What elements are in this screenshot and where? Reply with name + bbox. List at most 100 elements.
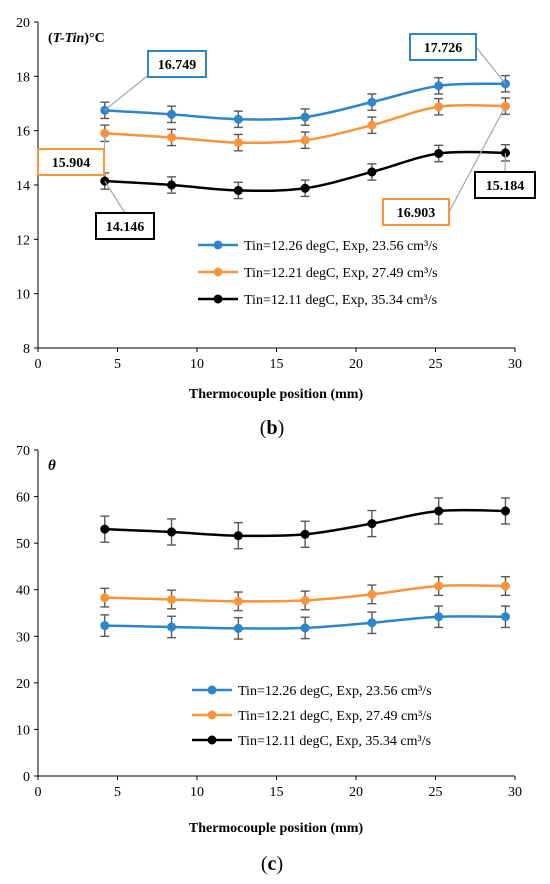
data-point	[434, 612, 444, 622]
panel-b-plot-area	[38, 22, 515, 348]
data-point	[167, 132, 177, 143]
panel-c-axes: 0 10 20 30 40 50 60 70 0 5 10 15 20 25 30	[16, 444, 522, 800]
data-point	[434, 81, 444, 91]
x-tick-label: 20	[349, 785, 363, 800]
data-point	[367, 618, 377, 628]
x-tick-label: 15	[270, 357, 284, 372]
y-tick-label: 10	[16, 288, 30, 303]
series-3	[100, 497, 511, 550]
y-tick-label: 10	[16, 723, 30, 738]
panel-b-legend: Tin=12.26 degC, Exp, 23.56 cm³/s Tin=12.2…	[198, 239, 438, 308]
series-2	[100, 575, 511, 612]
legend-swatch-marker	[213, 267, 223, 277]
legend-label: Tin=12.11 degC, Exp, 35.34 cm³/s	[238, 734, 431, 749]
x-tick-label: 0	[35, 357, 42, 372]
data-point	[300, 135, 310, 145]
series-3	[100, 143, 511, 200]
panel-b-xlabel: Thermocouple position (mm)	[189, 387, 364, 402]
panel-b-label: (b)	[260, 417, 284, 439]
legend-swatch-marker	[207, 710, 217, 720]
legend-label: Tin=12.21 degC, Exp, 27.49 cm³/s	[238, 709, 432, 724]
y-tick-label: 14	[16, 179, 30, 194]
x-tick-label: 0	[35, 785, 42, 800]
data-point	[233, 623, 243, 633]
data-point	[233, 531, 243, 541]
data-point	[100, 621, 110, 631]
panel-c-label: (c)	[261, 853, 283, 875]
callout-value: 15.904	[52, 156, 91, 171]
data-point	[233, 114, 243, 124]
data-point	[367, 589, 377, 599]
data-point	[300, 112, 310, 122]
legend-label: Tin=12.26 degC, Exp, 23.56 cm³/s	[244, 239, 438, 254]
data-point	[233, 185, 243, 195]
data-point	[300, 623, 310, 633]
callout-box	[382, 198, 450, 226]
data-point	[300, 529, 310, 539]
callout-value: 16.749	[158, 58, 197, 73]
callout-box	[95, 212, 155, 240]
x-tick-label: 20	[349, 357, 363, 372]
data-point	[500, 101, 511, 111]
y-tick-label: 0	[23, 770, 30, 785]
data-point	[100, 593, 110, 603]
callout-value: 14.146	[106, 220, 145, 235]
data-point	[233, 596, 243, 606]
y-tick-label: 70	[16, 444, 30, 459]
panel-c-legend: Tin=12.26 degC, Exp, 23.56 cm³/s Tin=12.2…	[192, 684, 432, 749]
panel-b: 8 10 12 14 16 18 20 0 5 10 15 20 25 30 16.749 17.726 15…	[16, 16, 536, 439]
data-point	[367, 97, 377, 107]
y-tick-label: 18	[16, 70, 30, 85]
panel-b-callouts: 16.749 17.726 15.904 16.903 14.146 15.184	[37, 33, 536, 240]
callout-box	[474, 171, 536, 199]
data-point	[434, 506, 444, 516]
data-point	[500, 506, 511, 516]
y-tick-label: 60	[16, 491, 30, 506]
legend-label: Tin=12.26 degC, Exp, 23.56 cm³/s	[238, 684, 432, 699]
y-tick-label: 16	[16, 125, 30, 140]
data-point	[367, 120, 377, 130]
legend-swatch-marker	[213, 240, 223, 250]
callout-leader-line	[475, 46, 506, 85]
x-tick-label: 5	[114, 357, 121, 372]
data-point	[367, 519, 377, 529]
panel-b-axes: 8 10 12 14 16 18 20 0 5 10 15 20 25 30	[16, 16, 522, 372]
data-point	[233, 138, 243, 148]
x-tick-label: 10	[190, 357, 204, 372]
panel-c-ylabel: θ	[48, 458, 56, 474]
data-point	[367, 167, 377, 177]
series-1	[100, 605, 511, 640]
panel-c: 0 10 20 30 40 50 60 70 0 5 10 15 20 25 30 θ Thermocoup…	[16, 444, 522, 875]
data-point	[500, 612, 511, 622]
y-tick-label: 20	[16, 16, 30, 31]
callout-value: 17.726	[424, 41, 463, 56]
panel-c-plot-area	[38, 450, 515, 776]
x-tick-label: 25	[429, 785, 443, 800]
callout-leader-line	[448, 105, 506, 213]
data-point	[167, 180, 177, 190]
panel-c-series	[100, 497, 511, 640]
data-point	[167, 594, 177, 605]
x-tick-label: 30	[508, 357, 522, 372]
data-point	[167, 109, 177, 119]
y-tick-label: 30	[16, 630, 30, 645]
y-tick-label: 8	[23, 342, 30, 357]
data-point	[167, 527, 177, 537]
callout-leader-line	[104, 180, 126, 214]
panel-b-series	[100, 74, 511, 200]
legend-swatch-marker	[207, 685, 217, 695]
y-tick-label: 50	[16, 537, 30, 552]
panel-b-ylabel: (T-Tin)°C	[48, 31, 105, 46]
callout-box	[37, 148, 105, 176]
data-point	[434, 148, 444, 159]
data-point	[300, 595, 310, 605]
data-point	[300, 183, 310, 193]
panel-c-xlabel: Thermocouple position (mm)	[189, 821, 364, 836]
data-point	[434, 102, 444, 112]
data-point	[167, 622, 177, 632]
y-tick-label: 12	[16, 233, 30, 248]
y-tick-label: 40	[16, 584, 30, 599]
data-point	[434, 581, 444, 591]
legend-label: Tin=12.21 degC, Exp, 27.49 cm³/s	[244, 266, 438, 281]
x-tick-label: 5	[114, 785, 121, 800]
